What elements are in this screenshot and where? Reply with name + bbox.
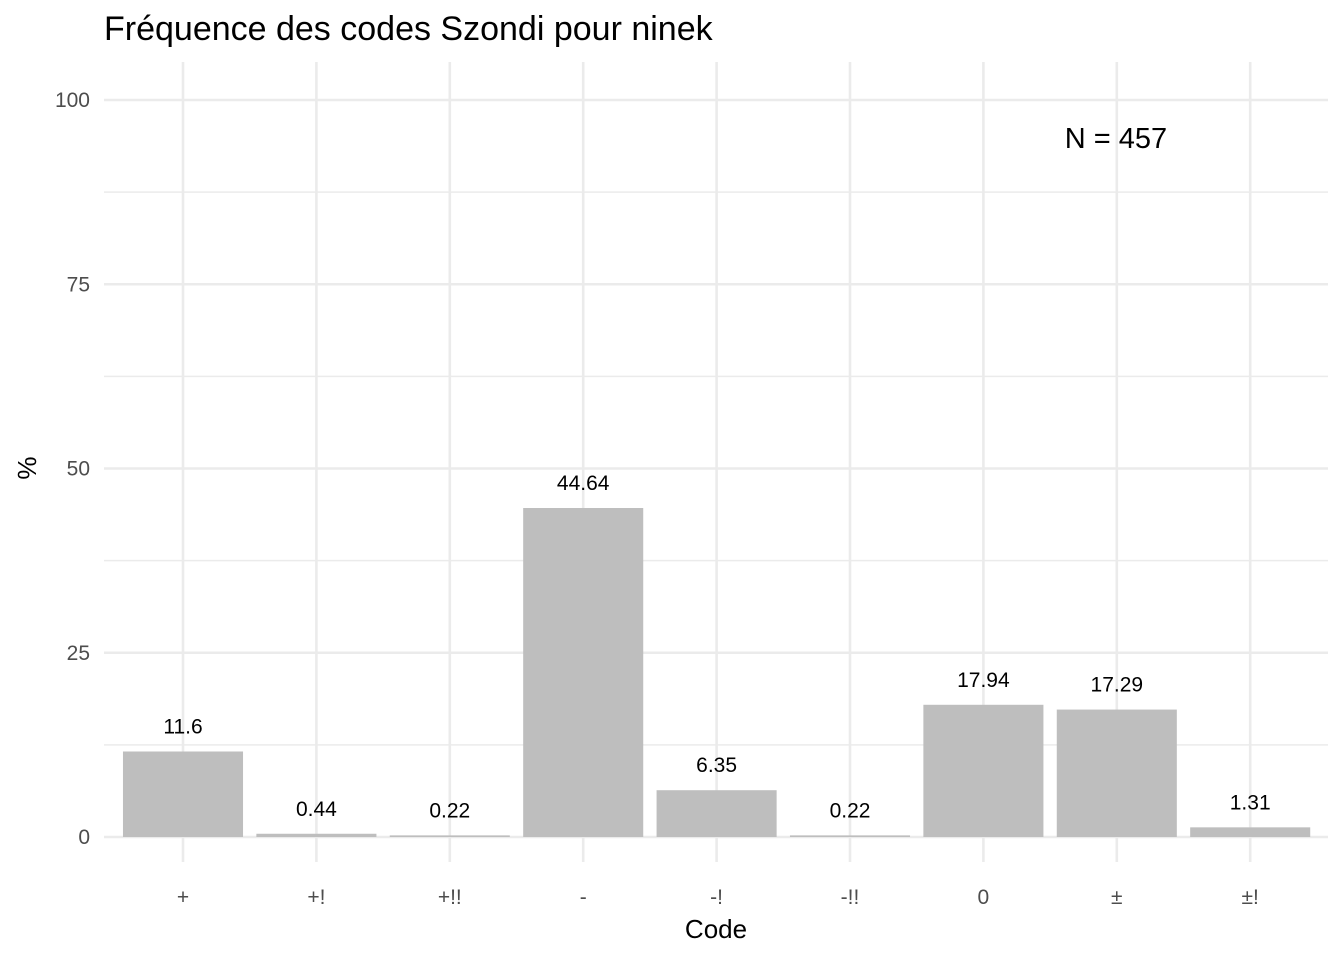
x-tick-label: -! — [710, 886, 723, 909]
y-tick-label: 75 — [67, 273, 90, 296]
bar — [256, 833, 377, 837]
bar-value-label: 17.94 — [957, 669, 1010, 692]
x-tick-label: ± — [1111, 886, 1123, 909]
x-tick-label: - — [580, 886, 587, 909]
bar-value-label: 0.44 — [296, 798, 337, 821]
bar-value-label: 0.22 — [830, 799, 871, 822]
bar — [523, 508, 644, 837]
y-tick-label: 100 — [55, 89, 90, 112]
bar — [122, 751, 244, 837]
sample-size-annotation: N = 457 — [1065, 123, 1167, 155]
data-labels: 11.6 0.44 0.22 44.64 6.35 0.22 17.94 17.29 1.31 — [163, 472, 1270, 822]
bar — [656, 790, 777, 837]
x-tick-label: 0 — [978, 886, 990, 909]
bar-value-label: 44.64 — [557, 472, 610, 495]
bar-value-label: 6.35 — [696, 754, 737, 777]
y-tick-label: 0 — [78, 826, 90, 849]
x-tick-label: +! — [307, 886, 325, 909]
bar-value-label: 0.22 — [429, 799, 470, 822]
x-tick-label: + — [177, 886, 189, 909]
x-tick-label: -!! — [841, 886, 860, 909]
y-tick-label: 25 — [67, 642, 90, 665]
bar-value-label: 11.6 — [163, 716, 202, 739]
bar — [1056, 709, 1177, 837]
bar-value-label: 17.29 — [1091, 674, 1144, 697]
bars — [122, 508, 1311, 837]
bar — [1190, 827, 1311, 837]
tick-labels: 0 25 50 75 100 + +! +!! - -! -!! 0 ± ±! — [55, 89, 1259, 909]
bar — [923, 704, 1044, 837]
bar — [389, 835, 510, 837]
x-tick-label: ±! — [1242, 886, 1259, 909]
bar — [789, 835, 911, 837]
bar-value-label: 1.31 — [1230, 791, 1271, 814]
y-tick-label: 50 — [67, 458, 90, 481]
x-tick-label: +!! — [438, 886, 462, 909]
y-axis-title: % — [12, 456, 42, 479]
chart-title: Fréquence des codes Szondi pour ninek — [104, 10, 714, 48]
x-axis-title: Code — [685, 914, 747, 944]
